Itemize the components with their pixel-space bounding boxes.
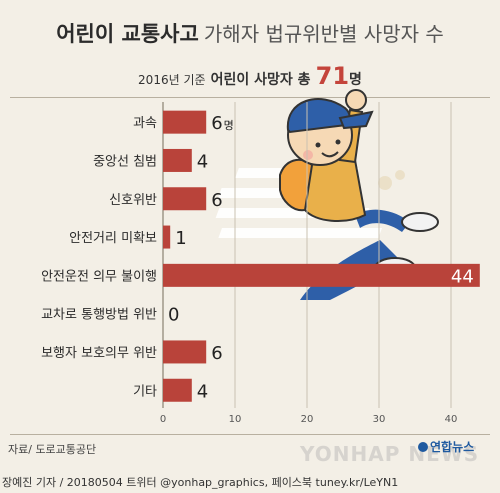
- agency-logo: 연합뉴스: [418, 438, 474, 455]
- subtitle-year: 2016년 기준: [138, 73, 206, 87]
- bar-3: [163, 225, 171, 249]
- value-number: 6: [211, 113, 222, 134]
- x-tick-label: 0: [160, 414, 166, 425]
- value-label: 0: [168, 305, 179, 326]
- top-divider: [10, 97, 490, 98]
- value-number: 4: [197, 151, 208, 172]
- value-number: 4: [197, 381, 208, 402]
- category-label: 보행자 보호의무 위반: [41, 345, 157, 361]
- value-unit: 명: [224, 119, 234, 132]
- x-tick-label: 40: [445, 414, 458, 425]
- category-label: 기타: [133, 384, 157, 399]
- value-number: 1: [175, 228, 186, 249]
- title-bold: 어린이 교통사고: [56, 22, 199, 46]
- bottom-divider: [10, 434, 490, 435]
- category-label: 과속: [133, 116, 157, 131]
- value-number: 0: [168, 305, 179, 326]
- x-tick-label: 20: [301, 414, 314, 425]
- value-label: 44: [451, 266, 474, 287]
- value-label: 4: [197, 151, 208, 172]
- category-label: 안전운전 의무 불이행: [41, 268, 157, 284]
- value-label: 1: [175, 228, 186, 249]
- subtitle-unit: 명: [349, 72, 362, 88]
- subtitle-main: 어린이 사망자 총: [210, 72, 311, 88]
- bar-6: [163, 340, 207, 364]
- source-note: 자료/ 도로교통공단: [8, 443, 97, 456]
- category-label: 신호위반: [109, 193, 157, 208]
- bar-4: [163, 263, 480, 287]
- credits-line: 장예진 기자 / 20180504 트위터 @yonhap_graphics, …: [2, 476, 399, 489]
- bar-7: [163, 378, 192, 402]
- category-label: 교차로 통행방법 위반: [41, 307, 157, 323]
- value-label: 6명: [211, 113, 234, 134]
- x-tick-label: 10: [229, 414, 242, 425]
- bar-2: [163, 187, 207, 211]
- value-number: 6: [211, 343, 222, 364]
- subtitle-total: 71: [315, 62, 350, 90]
- chart-title: 어린이 교통사고 가해자 법규위반별 사망자 수: [0, 18, 500, 48]
- bar-0: [163, 110, 207, 134]
- chart-subtitle: 2016년 기준 어린이 사망자 총 71명: [0, 62, 500, 90]
- agency-logo-icon: [418, 442, 428, 452]
- value-number: 6: [211, 190, 222, 211]
- category-label: 중앙선 침범: [93, 154, 157, 169]
- yonhap-watermark: YONHAP NEWS: [300, 442, 480, 466]
- agency-name: 연합뉴스: [430, 440, 475, 454]
- bar-1: [163, 148, 192, 172]
- title-light: 가해자 법규위반별 사망자 수: [203, 22, 444, 46]
- value-label: 4: [197, 381, 208, 402]
- value-label: 6: [211, 190, 222, 211]
- category-label: 안전거리 미확보: [69, 231, 157, 246]
- bars: [163, 110, 480, 402]
- x-tick-label: 30: [373, 414, 386, 425]
- value-label: 6: [211, 343, 222, 364]
